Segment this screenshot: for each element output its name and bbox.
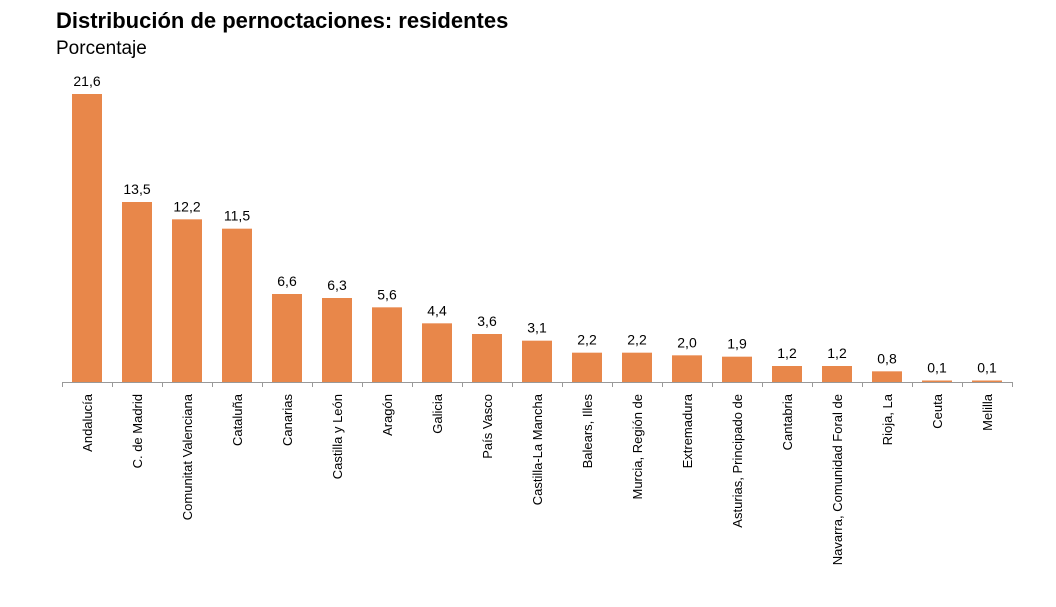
category-label: Rioja, La xyxy=(880,393,895,445)
bar xyxy=(772,366,802,382)
category-label: Cantabria xyxy=(780,393,795,450)
data-label: 3,6 xyxy=(477,313,497,329)
bar xyxy=(622,352,652,382)
bar xyxy=(972,380,1002,382)
bars-layer xyxy=(72,94,1002,382)
data-label: 6,6 xyxy=(277,273,297,289)
category-label: Melilla xyxy=(980,393,995,431)
category-labels: Andalucía C. de Madrid Comunitat Valencian… xyxy=(80,393,995,565)
category-label: Aragón xyxy=(380,394,395,436)
category-label: Andalucía xyxy=(80,393,95,452)
bar xyxy=(272,294,302,382)
category-label: País Vasco xyxy=(480,394,495,459)
category-label: Extremadura xyxy=(680,393,695,468)
bar xyxy=(222,228,252,382)
chart-subtitle: Porcentaje xyxy=(56,38,147,59)
category-label: Castilla y León xyxy=(330,394,345,479)
category-label: Ceuta xyxy=(930,393,945,428)
category-label: Canarias xyxy=(280,394,295,447)
data-labels: 21,6 13,5 12,2 11,5 6,6 6,3 5,6 4,4 3,6 3,1 2,2 2,2… xyxy=(73,73,997,376)
data-label: 12,2 xyxy=(173,198,200,214)
x-axis xyxy=(62,382,1013,387)
data-label: 4,4 xyxy=(427,302,447,318)
category-label: Cataluña xyxy=(230,393,245,446)
data-label: 1,2 xyxy=(827,345,847,361)
bar xyxy=(72,94,102,382)
bar xyxy=(672,355,702,382)
data-label: 1,9 xyxy=(727,336,747,352)
bar xyxy=(122,202,152,382)
bar xyxy=(922,380,952,382)
chart-title: Distribución de pernoctaciones: resident… xyxy=(56,8,509,33)
category-label: C. de Madrid xyxy=(130,394,145,468)
bar xyxy=(422,323,452,382)
data-label: 11,5 xyxy=(224,208,250,224)
bar xyxy=(722,356,752,382)
category-label: Balears, Illes xyxy=(580,394,595,469)
category-label: Castilla-La Mancha xyxy=(530,393,545,505)
data-label: 1,2 xyxy=(777,345,797,361)
data-label: 2,2 xyxy=(627,332,647,348)
bar xyxy=(372,307,402,382)
category-label: Navarra, Comunidad Foral de xyxy=(830,394,845,565)
bar xyxy=(472,334,502,382)
bar xyxy=(172,219,202,382)
bar xyxy=(522,340,552,382)
data-label: 0,1 xyxy=(977,360,997,376)
category-label: Comunitat Valenciana xyxy=(180,393,195,520)
bar xyxy=(572,352,602,382)
data-label: 0,8 xyxy=(877,350,897,366)
data-label: 0,1 xyxy=(927,360,947,376)
data-label: 2,2 xyxy=(577,332,597,348)
data-label: 21,6 xyxy=(73,73,100,89)
category-label: Asturias, Principado de xyxy=(730,394,745,528)
data-label: 5,6 xyxy=(377,286,397,302)
category-label: Galicia xyxy=(430,393,445,434)
bar xyxy=(322,298,352,382)
data-label: 6,3 xyxy=(327,277,347,293)
category-label: Murcia, Región de xyxy=(630,394,645,500)
data-label: 3,1 xyxy=(527,320,547,336)
data-label: 13,5 xyxy=(123,181,150,197)
bar xyxy=(822,366,852,382)
bar xyxy=(872,371,902,382)
data-label: 2,0 xyxy=(677,334,697,350)
